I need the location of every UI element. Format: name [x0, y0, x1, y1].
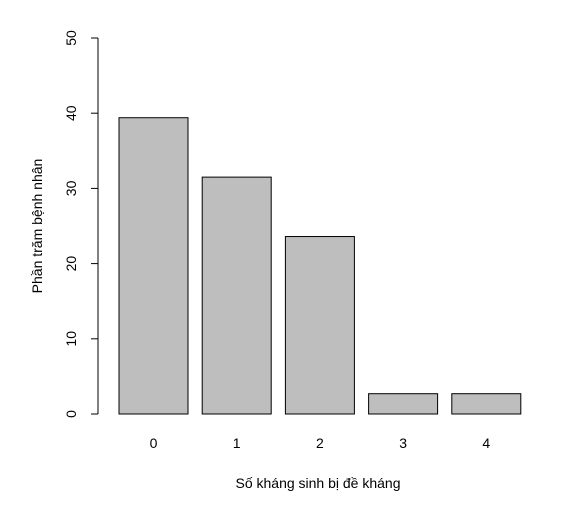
bar-3 — [368, 393, 439, 415]
x-tick-label: 3 — [399, 435, 407, 451]
y-axis: 0 10 20 30 40 50 — [63, 30, 99, 418]
y-tick-label: 20 — [63, 256, 79, 272]
x-tick-labels: 0 1 2 3 4 — [150, 435, 491, 451]
y-tick-label: 50 — [63, 30, 79, 46]
x-axis-label: Số kháng sinh bị đề kháng — [235, 475, 400, 491]
y-tick-label: 30 — [63, 180, 79, 196]
bar-4 — [451, 393, 522, 415]
y-tick-label: 40 — [63, 105, 79, 121]
y-tick-label: 10 — [63, 331, 79, 347]
x-tick-label: 1 — [233, 435, 241, 451]
bars — [118, 117, 522, 415]
bar-0 — [118, 117, 189, 415]
bar-2 — [284, 236, 355, 415]
x-tick-label: 0 — [150, 435, 158, 451]
y-axis-label: Phần trăm bệnh nhân — [29, 159, 45, 294]
x-tick-label: 2 — [316, 435, 324, 451]
x-tick-label: 4 — [482, 435, 490, 451]
bar-1 — [201, 176, 272, 415]
y-tick-label: 0 — [63, 410, 79, 418]
